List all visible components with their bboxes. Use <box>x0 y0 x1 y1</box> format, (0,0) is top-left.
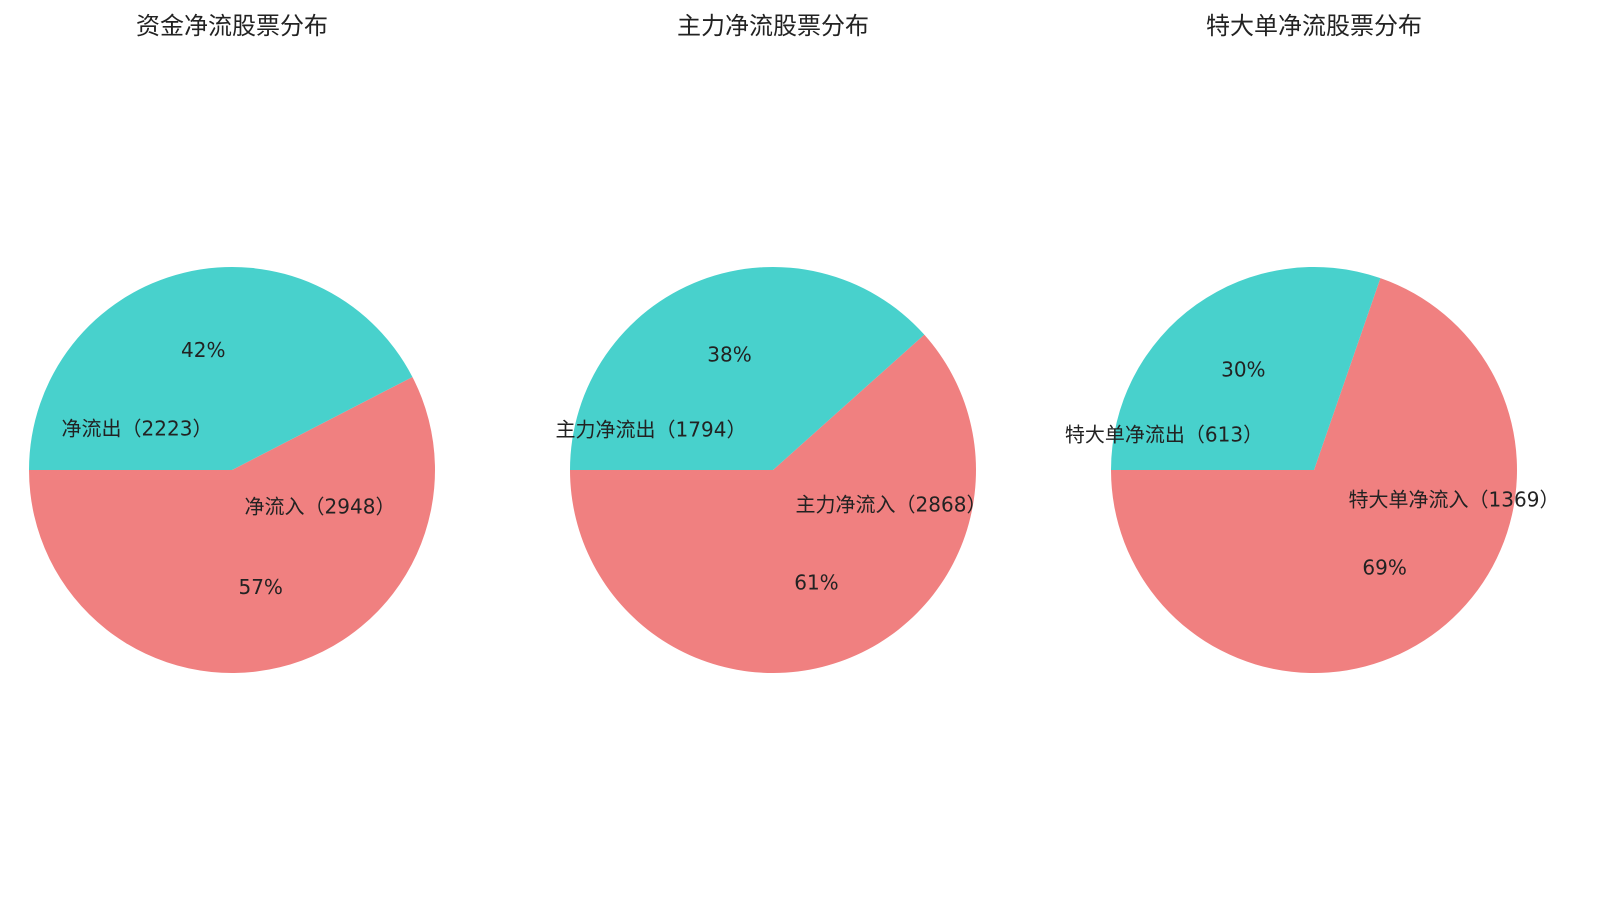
slice-label: 净流出（2223） <box>62 417 213 441</box>
percent-label: 38% <box>707 343 751 367</box>
chart-title: 主力净流股票分布 <box>677 12 869 40</box>
pie-slice <box>570 267 925 470</box>
percent-label: 61% <box>794 570 838 594</box>
chart-title: 资金净流股票分布 <box>136 12 328 40</box>
slice-label: 主力净流出（1794） <box>556 418 747 442</box>
slice-label: 净流入（2948） <box>245 495 396 519</box>
percent-label: 30% <box>1221 357 1265 381</box>
slice-label: 特大单净流入（1369） <box>1349 488 1560 512</box>
chart-title: 特大单净流股票分布 <box>1206 12 1422 40</box>
pie-slice <box>29 376 435 673</box>
pie-slice <box>1111 278 1517 673</box>
pie-slice <box>29 267 413 470</box>
pie-slice <box>570 334 976 673</box>
percent-label: 57% <box>238 575 282 599</box>
slice-label: 特大单净流出（613） <box>1065 423 1263 447</box>
pie-slice <box>1111 266 1381 470</box>
percent-label: 42% <box>181 338 225 362</box>
slice-label: 主力净流入（2868） <box>796 493 987 517</box>
percent-label: 69% <box>1362 556 1406 580</box>
